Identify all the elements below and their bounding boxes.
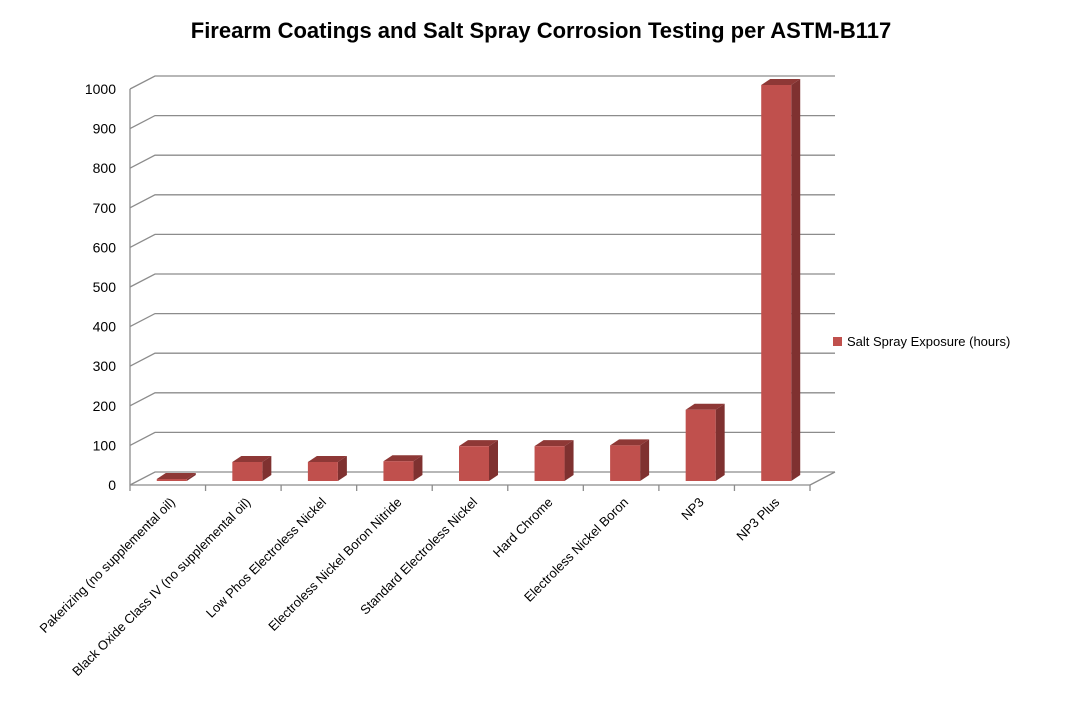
y-tick-label: 800 (93, 160, 117, 176)
gridline (129, 154, 835, 169)
bar-side (262, 455, 272, 481)
chart-title: Firearm Coatings and Salt Spray Corrosio… (191, 18, 891, 43)
bar (761, 79, 801, 481)
bar-top (383, 455, 423, 462)
bar-front (383, 461, 414, 481)
bar-top (307, 455, 347, 462)
bar (610, 439, 650, 481)
x-tick-label: NP3 (678, 495, 706, 523)
y-tick-label: 900 (93, 121, 117, 137)
bars (156, 79, 801, 481)
bar-top (685, 403, 725, 410)
bar-top (761, 79, 801, 85)
floor-edge (809, 471, 836, 486)
y-tick-label: 1000 (85, 81, 116, 97)
gridline (129, 194, 835, 209)
gridline (129, 233, 835, 248)
bar-top (534, 440, 574, 447)
gridlines (129, 75, 836, 486)
bar-front (534, 446, 565, 481)
legend-label: Salt Spray Exposure (hours) (847, 334, 1010, 349)
gridline (129, 312, 835, 328)
bar-top (232, 455, 272, 462)
gridline (129, 273, 835, 288)
bar-side (413, 455, 423, 481)
gridline (129, 352, 835, 367)
gridline (129, 392, 835, 407)
bar-front (459, 446, 489, 481)
x-tick-label: Low Phos Electroless Nickel (203, 494, 329, 620)
legend-swatch (833, 337, 842, 346)
y-axis-ticks: 0 100 200 300 400 500 600 700 800 900 1000 (85, 81, 116, 493)
gridline (129, 471, 835, 486)
bar-side (791, 79, 801, 481)
bar (459, 440, 498, 481)
bar (232, 455, 272, 481)
bar-side (564, 440, 574, 481)
x-axis-ticks: Pakerizing (no supplemental oil)Black Ox… (36, 485, 811, 679)
y-tick-label: 400 (93, 319, 117, 335)
y-tick-label: 600 (93, 239, 117, 255)
bar-front (156, 479, 187, 481)
y-tick-label: 700 (93, 200, 117, 216)
x-tick-label: Pakerizing (no supplemental oil) (36, 495, 177, 636)
y-tick-label: 300 (93, 358, 117, 374)
bar-front (761, 85, 792, 481)
y-tick-label: 0 (108, 477, 116, 493)
legend: Salt Spray Exposure (hours) (833, 334, 1010, 349)
bar-side (337, 455, 347, 481)
gridline (129, 114, 835, 130)
gridline (129, 75, 835, 90)
bar-side (640, 439, 650, 481)
bar-front (307, 461, 338, 481)
bar (156, 473, 196, 481)
x-tick-label: Electroless Nickel Boron Nitride (265, 495, 404, 634)
y-tick-label: 200 (93, 398, 117, 414)
bar (383, 455, 423, 481)
y-tick-label: 100 (93, 437, 117, 453)
bar-front (232, 461, 263, 481)
bar (307, 455, 347, 481)
bar-front (685, 409, 716, 481)
bar-top (459, 440, 498, 447)
bar-side (715, 403, 725, 481)
bar-front (610, 445, 641, 481)
y-tick-label: 500 (93, 279, 117, 295)
bar-top (156, 473, 196, 480)
x-tick-label: NP3 Plus (733, 494, 782, 543)
bar (685, 403, 725, 481)
bar-top (610, 439, 650, 446)
bar-side (489, 440, 498, 481)
bar (534, 440, 574, 481)
bar-side (186, 473, 196, 481)
gridline (129, 431, 835, 446)
x-tick-label: Hard Chrome (490, 495, 556, 561)
